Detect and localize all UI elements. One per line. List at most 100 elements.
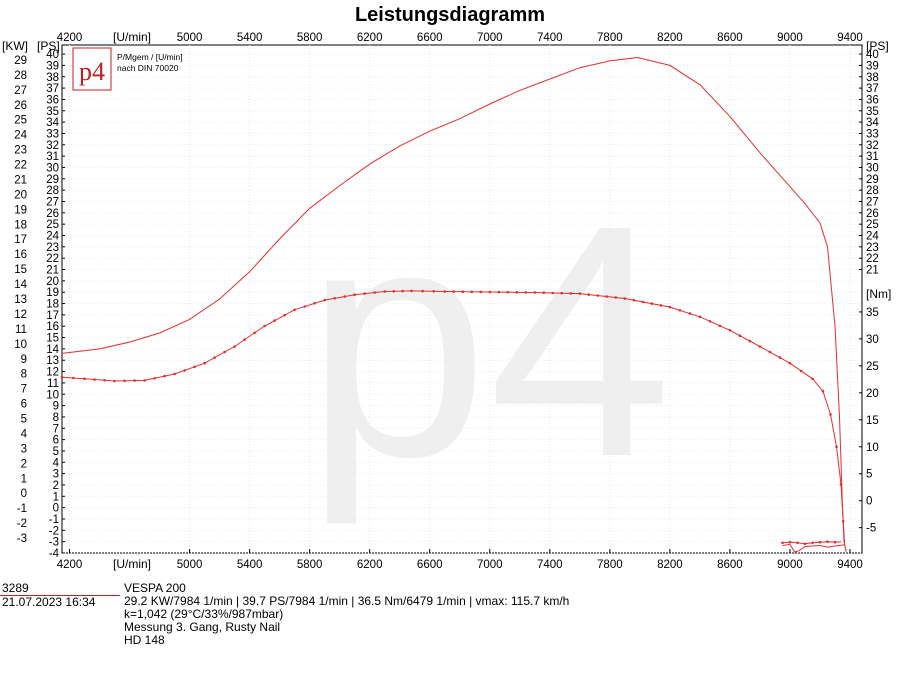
kw-tick-label: 8 xyxy=(21,369,27,381)
curve-marker xyxy=(778,356,782,359)
kw-tick-label: -2 xyxy=(17,518,27,530)
curve-marker xyxy=(811,377,814,381)
curve-marker xyxy=(373,291,377,294)
kw-tick-label: 19 xyxy=(14,204,27,216)
x-tick-label-bottom: 7800 xyxy=(597,559,623,571)
curve-marker xyxy=(799,369,803,373)
curve-marker xyxy=(560,291,564,295)
curve-marker xyxy=(524,291,528,294)
ps-tick-label: 36 xyxy=(46,94,59,106)
kw-tick-label: 11 xyxy=(15,324,27,336)
ps-tick-label: 8 xyxy=(53,412,59,424)
curve-0 xyxy=(61,56,847,553)
ps-tick-label: -4 xyxy=(49,548,60,560)
nm-tick-label: 15 xyxy=(866,415,879,427)
curve-marker xyxy=(432,290,436,293)
curve-marker xyxy=(826,540,829,543)
curve-marker xyxy=(818,540,822,544)
curve-marker xyxy=(833,540,837,544)
ps-tick-label: 29 xyxy=(46,174,59,186)
curve-marker xyxy=(383,290,387,293)
x-tick-label-bottom: 9000 xyxy=(777,559,803,571)
ps-tick-label: 0 xyxy=(53,503,59,515)
measurement-line: Messung 3. Gang, Rusty Nail xyxy=(124,620,281,634)
left-unit-kw: [KW] xyxy=(2,39,28,53)
curve-marker xyxy=(803,542,807,546)
ps-tick-label: 24 xyxy=(46,231,59,243)
curve-marker xyxy=(303,305,307,308)
ps-tick-label: 23 xyxy=(46,242,59,254)
kw-tick-label: 27 xyxy=(14,85,27,97)
x-tick-label-top: 5400 xyxy=(237,32,263,44)
curve-marker xyxy=(153,377,156,380)
curve-marker xyxy=(596,294,600,297)
kw-tick-label: 22 xyxy=(14,160,27,172)
kw-tick-label: 26 xyxy=(14,100,27,112)
ps-tick-label: 37 xyxy=(46,83,59,95)
curve-marker xyxy=(718,324,722,328)
curve-marker xyxy=(93,378,96,381)
ps-tick-label: 34 xyxy=(46,117,59,129)
curve-marker xyxy=(123,379,126,383)
ps-tick-label: 19 xyxy=(46,287,59,299)
curve-marker xyxy=(758,345,762,348)
kw-tick-label: 6 xyxy=(21,399,27,411)
curve-marker xyxy=(72,376,75,380)
x-tick-label-bottom: 6200 xyxy=(357,559,383,571)
ps-tick-label: 16 xyxy=(46,321,59,333)
kw-tick-label: 18 xyxy=(14,219,27,231)
curve-marker xyxy=(542,291,546,295)
ps-tick-label: 2 xyxy=(53,480,59,492)
x-tick-label-bottom: 9400 xyxy=(837,559,863,571)
ps-tick-label: -2 xyxy=(49,525,59,537)
right-unit-ps: [PS] xyxy=(866,39,889,53)
ps-tick-label: 18 xyxy=(46,299,59,311)
x-tick-label-bottom: 8200 xyxy=(657,559,683,571)
curve-marker xyxy=(708,320,712,323)
curve-marker xyxy=(835,445,838,449)
kw-tick-label: 2 xyxy=(21,458,27,470)
right-unit-nm: [Nm] xyxy=(866,287,891,301)
right-ps-tick-label: 24 xyxy=(866,231,879,243)
curve-marker xyxy=(515,291,519,294)
p4-logo: p4 xyxy=(79,57,105,86)
curve-marker xyxy=(668,305,672,309)
curve-marker xyxy=(605,295,609,298)
x-tick-label-top: 9000 xyxy=(777,32,803,44)
curve-marker xyxy=(829,413,832,416)
ps-tick-label: -1 xyxy=(49,514,59,526)
curve-marker xyxy=(293,308,296,312)
x-tick-label-top: 8600 xyxy=(717,32,743,44)
curve-marker xyxy=(632,298,636,302)
curve-marker xyxy=(688,312,692,315)
kw-tick-label: 0 xyxy=(21,488,27,500)
x-tick-label-bottom: 4200 xyxy=(57,559,83,571)
x-tick-label-bottom: 8600 xyxy=(717,559,743,571)
ps-tick-label: 13 xyxy=(46,355,59,367)
curve-marker xyxy=(443,290,447,293)
ps-tick-label: 25 xyxy=(46,219,59,231)
ps-tick-label: 6 xyxy=(53,435,59,447)
curve-marker xyxy=(143,379,146,382)
nm-tick-label: 0 xyxy=(866,496,872,508)
curve-marker xyxy=(488,290,492,294)
curve-marker xyxy=(738,334,742,338)
curve-marker xyxy=(253,331,256,335)
curve-marker xyxy=(623,297,627,300)
x-tick-label-bottom: 7400 xyxy=(537,559,563,571)
curve-marker xyxy=(748,339,752,343)
curve-marker xyxy=(841,519,845,523)
right-ps-tick-label: 28 xyxy=(866,185,879,197)
curve-marker xyxy=(203,361,206,365)
ps-tick-label: 12 xyxy=(46,367,59,379)
ps-tick-label: 15 xyxy=(46,333,59,345)
x-tick-label-top: 6600 xyxy=(417,32,443,44)
curve-marker xyxy=(223,350,226,354)
curve-marker xyxy=(796,541,799,545)
ps-tick-label: 14 xyxy=(46,344,59,356)
right-ps-tick-label: 36 xyxy=(866,94,879,106)
right-ps-tick-label: 39 xyxy=(866,60,879,72)
ps-tick-label: 38 xyxy=(46,72,59,84)
ps-tick-label: 3 xyxy=(53,469,59,481)
measurement-date: 21.07.2023 16:34 xyxy=(2,595,96,609)
